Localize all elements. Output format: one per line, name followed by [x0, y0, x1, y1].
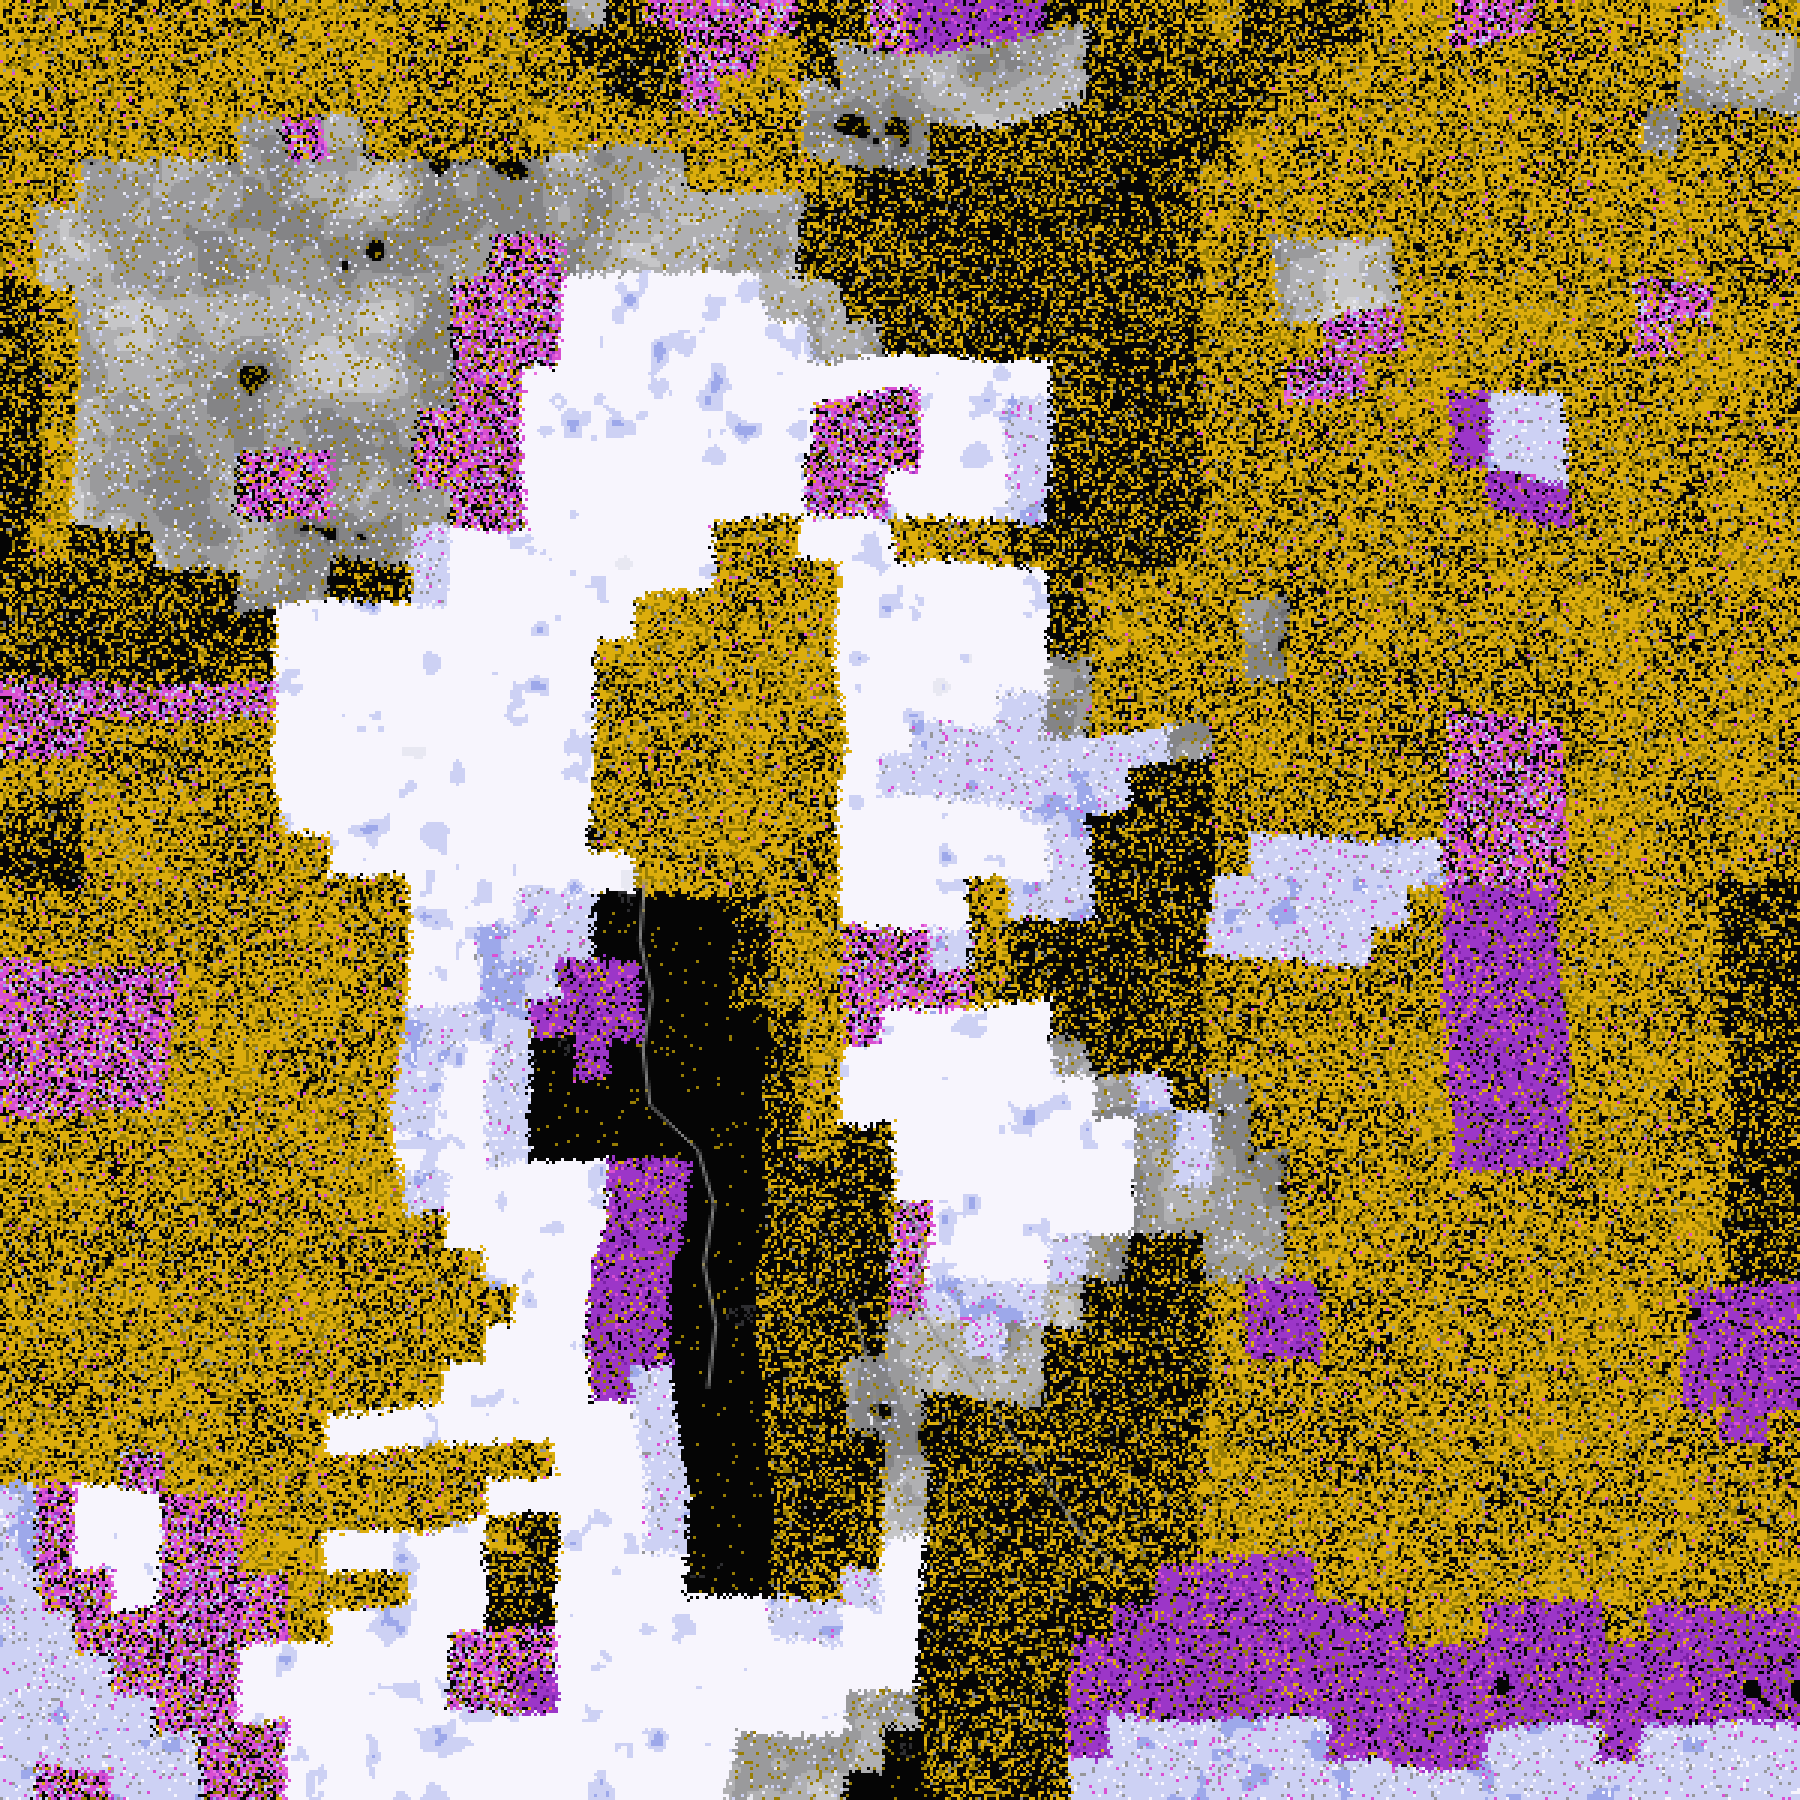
satellite-scene — [0, 0, 1800, 1800]
satellite-image-canvas — [0, 0, 1800, 1800]
